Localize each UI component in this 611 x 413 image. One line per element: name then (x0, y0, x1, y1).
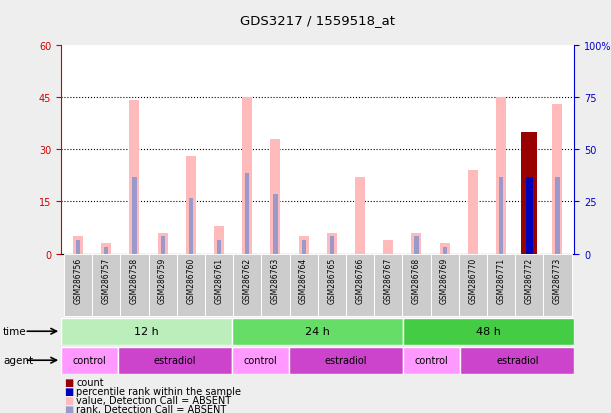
FancyBboxPatch shape (290, 254, 318, 316)
Bar (133, 178, 136, 254)
FancyBboxPatch shape (543, 254, 571, 316)
Text: GSM286762: GSM286762 (243, 257, 252, 303)
FancyBboxPatch shape (374, 254, 402, 316)
Text: 12 h: 12 h (134, 326, 159, 337)
Bar (271, 139, 280, 254)
FancyBboxPatch shape (403, 347, 460, 374)
Bar (327, 233, 337, 254)
FancyBboxPatch shape (148, 254, 177, 316)
FancyBboxPatch shape (459, 254, 487, 316)
FancyBboxPatch shape (262, 254, 290, 316)
Text: GSM286759: GSM286759 (158, 257, 167, 303)
FancyBboxPatch shape (92, 254, 120, 316)
Bar (243, 97, 252, 254)
Text: count: count (76, 377, 104, 387)
Bar (130, 101, 139, 254)
Text: 48 h: 48 h (477, 326, 501, 337)
Text: agent: agent (3, 355, 33, 366)
Bar (414, 237, 419, 254)
FancyBboxPatch shape (403, 318, 574, 345)
Text: GSM286771: GSM286771 (497, 257, 505, 303)
Text: estradiol: estradiol (496, 355, 538, 366)
Bar (521, 132, 537, 254)
FancyBboxPatch shape (431, 254, 459, 316)
Text: GSM286764: GSM286764 (299, 257, 308, 303)
Bar (76, 240, 80, 254)
FancyBboxPatch shape (515, 254, 543, 316)
Bar (555, 178, 560, 254)
Bar (552, 104, 562, 254)
Bar (496, 97, 506, 254)
Text: GSM286767: GSM286767 (384, 257, 393, 303)
Bar (301, 240, 306, 254)
Bar (186, 157, 196, 254)
FancyBboxPatch shape (232, 318, 403, 345)
Text: GSM286760: GSM286760 (186, 257, 196, 303)
Text: GSM286761: GSM286761 (214, 257, 224, 303)
Text: GSM286756: GSM286756 (73, 257, 82, 303)
Bar (468, 171, 478, 254)
Bar (158, 233, 167, 254)
Bar (499, 178, 503, 254)
Text: GSM286770: GSM286770 (468, 257, 477, 303)
Bar (217, 240, 221, 254)
Text: ■: ■ (64, 386, 73, 396)
FancyBboxPatch shape (346, 254, 374, 316)
Text: GSM286773: GSM286773 (553, 257, 562, 303)
Bar (525, 178, 533, 254)
Text: control: control (415, 355, 448, 366)
Text: ■: ■ (64, 404, 73, 413)
Text: value, Detection Call = ABSENT: value, Detection Call = ABSENT (76, 395, 232, 405)
Text: rank, Detection Call = ABSENT: rank, Detection Call = ABSENT (76, 404, 227, 413)
Text: GSM286758: GSM286758 (130, 257, 139, 303)
Bar (355, 178, 365, 254)
Bar (411, 233, 422, 254)
Bar (245, 174, 249, 254)
Text: percentile rank within the sample: percentile rank within the sample (76, 386, 241, 396)
Text: GSM286765: GSM286765 (327, 257, 336, 303)
Bar (104, 247, 108, 254)
Text: GSM286757: GSM286757 (101, 257, 111, 303)
Bar (440, 244, 450, 254)
Text: GSM286768: GSM286768 (412, 257, 421, 303)
FancyBboxPatch shape (232, 347, 289, 374)
Bar (383, 240, 393, 254)
Bar (299, 237, 309, 254)
Text: GDS3217 / 1559518_at: GDS3217 / 1559518_at (240, 14, 395, 27)
FancyBboxPatch shape (318, 254, 346, 316)
Text: GSM286772: GSM286772 (525, 257, 534, 303)
Bar (273, 195, 277, 254)
FancyBboxPatch shape (61, 347, 118, 374)
FancyBboxPatch shape (61, 318, 232, 345)
FancyBboxPatch shape (64, 254, 92, 316)
FancyBboxPatch shape (460, 347, 574, 374)
Bar (101, 244, 111, 254)
Text: control: control (244, 355, 277, 366)
Bar (161, 237, 165, 254)
Text: GSM286763: GSM286763 (271, 257, 280, 303)
Text: time: time (3, 326, 27, 337)
FancyBboxPatch shape (233, 254, 262, 316)
FancyBboxPatch shape (120, 254, 148, 316)
FancyBboxPatch shape (402, 254, 431, 316)
Bar (189, 198, 193, 254)
FancyBboxPatch shape (289, 347, 403, 374)
Bar (330, 237, 334, 254)
Text: estradiol: estradiol (325, 355, 367, 366)
Bar (214, 226, 224, 254)
Text: GSM286766: GSM286766 (356, 257, 365, 303)
FancyBboxPatch shape (487, 254, 515, 316)
Text: 24 h: 24 h (306, 326, 330, 337)
Text: estradiol: estradiol (154, 355, 196, 366)
Bar (442, 247, 447, 254)
FancyBboxPatch shape (205, 254, 233, 316)
Text: ■: ■ (64, 395, 73, 405)
Text: GSM286769: GSM286769 (440, 257, 449, 303)
FancyBboxPatch shape (118, 347, 232, 374)
Text: control: control (73, 355, 106, 366)
FancyBboxPatch shape (177, 254, 205, 316)
Text: ■: ■ (64, 377, 73, 387)
Bar (73, 237, 83, 254)
